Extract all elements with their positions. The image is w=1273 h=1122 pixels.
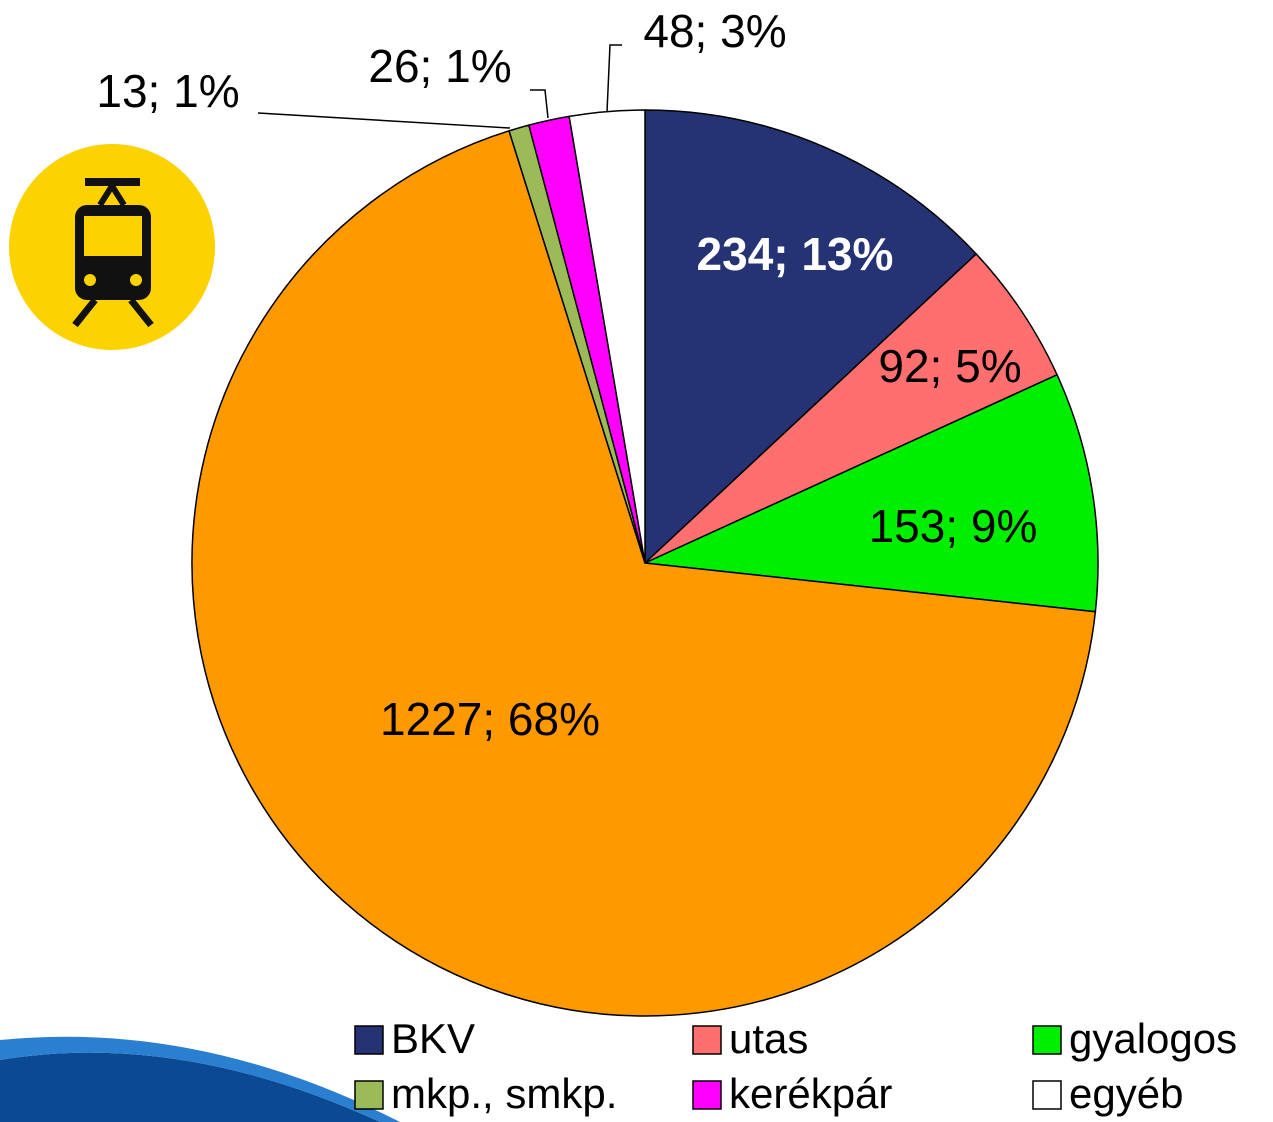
legend-label: BKV xyxy=(391,1015,475,1062)
legend-swatch xyxy=(1032,1080,1062,1110)
leader-line xyxy=(530,89,549,119)
legend-swatch xyxy=(354,1025,384,1055)
data-label: 26; 1% xyxy=(368,40,511,92)
legend-swatch xyxy=(692,1025,722,1055)
legend-swatch xyxy=(692,1080,722,1110)
legend-label: gyalogos xyxy=(1069,1015,1237,1062)
data-label: 92; 5% xyxy=(878,340,1021,392)
decor-swoosh-light xyxy=(0,1036,400,1122)
data-label: 234; 13% xyxy=(697,228,894,280)
legend-label: kerékpár xyxy=(729,1070,892,1117)
pie-slice xyxy=(644,109,978,565)
data-label: 1227; 68% xyxy=(380,693,600,745)
legend-label: mkp., smkp. xyxy=(391,1070,617,1117)
pie-slice xyxy=(642,373,1099,613)
leader-line xyxy=(257,112,511,129)
legend-swatch xyxy=(1032,1025,1062,1055)
pie-slice xyxy=(191,129,1097,1017)
data-label: 153; 9% xyxy=(869,500,1038,552)
tram-icon xyxy=(9,144,215,350)
leader-line xyxy=(606,44,622,113)
data-label: 13; 1% xyxy=(96,65,239,117)
legend-label: egyéb xyxy=(1069,1070,1183,1117)
pie-slice xyxy=(644,252,1059,564)
legend-label: utas xyxy=(729,1015,808,1062)
decor-swoosh xyxy=(0,1052,380,1122)
legend-swatch xyxy=(354,1080,384,1110)
data-label: 48; 3% xyxy=(643,5,786,57)
